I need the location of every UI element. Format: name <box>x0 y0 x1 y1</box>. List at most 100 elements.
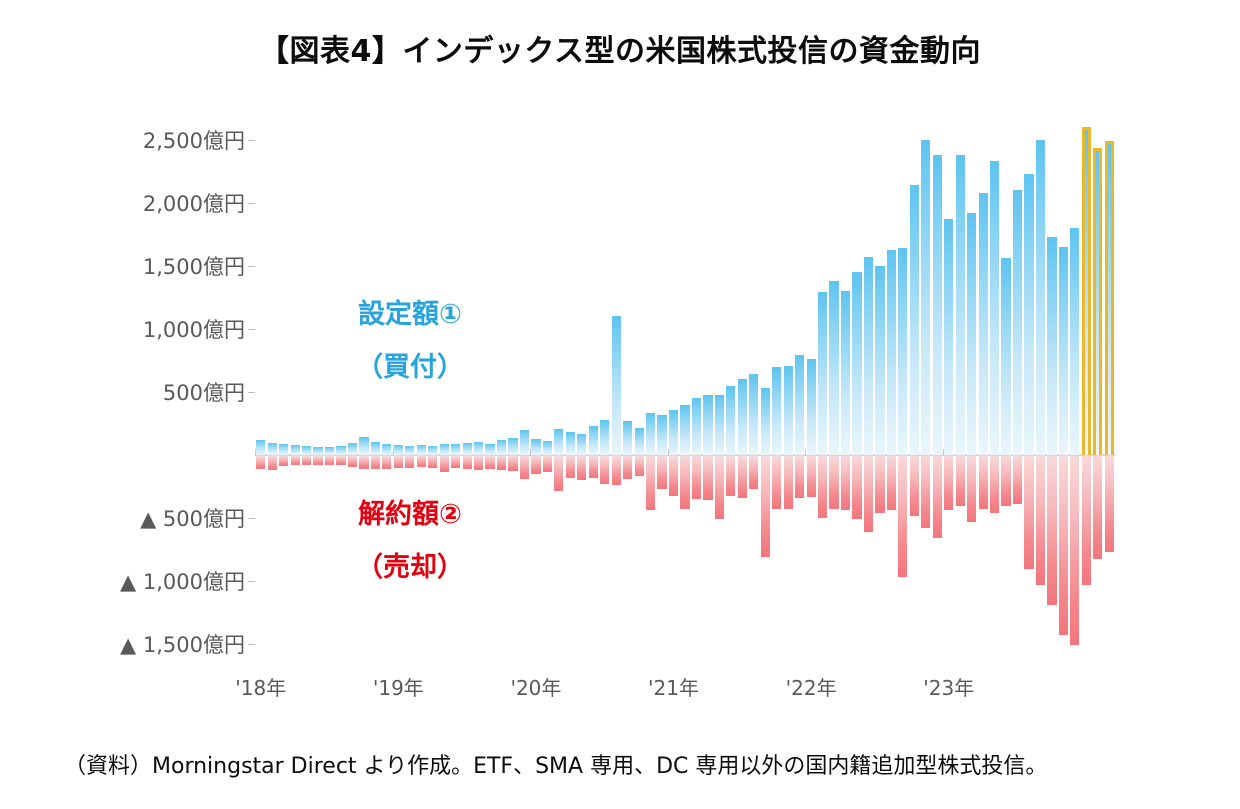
bar-positive <box>508 437 518 455</box>
bar-negative <box>439 456 449 472</box>
bar-negative <box>611 456 621 485</box>
bar-negative <box>886 456 896 510</box>
bar-positive-highlighted <box>1081 127 1091 455</box>
y-axis-tick-label: ▲ 500億円 <box>140 507 245 531</box>
bar-negative <box>382 456 392 469</box>
bar-negative <box>898 456 908 577</box>
y-axis-tick-mark <box>248 203 255 204</box>
bar-positive <box>760 388 770 455</box>
bar-positive <box>909 185 919 455</box>
bar-positive <box>267 443 277 455</box>
bar-negative <box>623 456 633 479</box>
zero-baseline <box>255 454 1115 456</box>
bar-negative <box>600 456 610 484</box>
x-axis-tick-label: '19年 <box>372 676 424 700</box>
bar-negative <box>726 456 736 497</box>
x-axis-tick-label: '23年 <box>923 676 975 700</box>
bar-negative <box>1081 456 1091 585</box>
bar-negative <box>1058 456 1068 635</box>
bar-positive <box>439 443 449 455</box>
bar-positive <box>886 249 896 455</box>
bar-positive <box>818 292 828 455</box>
bar-negative <box>944 456 954 511</box>
bar-positive <box>932 155 942 455</box>
bar-negative <box>783 456 793 509</box>
bar-negative <box>1093 456 1103 560</box>
series-label-negative-line1: 解約額② <box>358 499 462 530</box>
bar-positive <box>967 213 977 455</box>
bar-negative <box>737 456 747 498</box>
bar-negative <box>703 456 713 501</box>
bar-negative <box>806 456 816 497</box>
bar-negative <box>290 456 300 466</box>
series-label-positive: 設定額① （買付） <box>300 292 520 384</box>
bar-positive <box>577 434 587 455</box>
bar-positive <box>955 155 965 455</box>
bar-negative <box>405 456 415 468</box>
bar-negative <box>955 456 965 507</box>
bar-positive <box>680 404 690 455</box>
bar-negative <box>496 456 507 470</box>
bar-positive <box>611 316 621 455</box>
y-axis-tick-label: 1,000億円 <box>142 318 245 342</box>
y-axis-tick-mark <box>248 644 255 645</box>
bar-positive <box>336 445 346 455</box>
bar-positive <box>565 432 575 455</box>
bar-positive <box>462 443 472 455</box>
y-axis-tick-mark <box>248 392 255 393</box>
x-axis-tick-mark <box>530 449 532 456</box>
bar-negative <box>336 456 346 466</box>
bar-negative <box>302 456 312 465</box>
bar-positive <box>279 443 289 455</box>
bar-positive <box>737 379 747 455</box>
bar-negative <box>1047 456 1057 605</box>
bar-negative <box>451 456 461 468</box>
bar-negative <box>279 456 289 467</box>
bar-positive <box>726 385 736 455</box>
series-label-negative-line2: （売却） <box>356 552 464 583</box>
bar-negative <box>714 456 724 519</box>
page-title: 【図表4】インデックス型の米国株式投信の資金動向 <box>259 34 981 69</box>
y-axis-tick-label: 500億円 <box>162 381 245 405</box>
x-axis-tick-label: '22年 <box>785 676 837 700</box>
bar-negative <box>462 456 472 469</box>
x-axis-tick-mark <box>392 449 394 456</box>
bar-positive <box>978 192 988 455</box>
bar-negative <box>909 456 919 517</box>
y-axis-tick-mark <box>248 329 255 330</box>
y-axis-tick-mark <box>248 581 255 582</box>
series-label-negative: 解約額② （売却） <box>300 492 520 584</box>
bar-positive <box>921 140 931 455</box>
bar-negative <box>324 456 335 465</box>
bar-positive <box>990 161 1000 455</box>
bar-negative <box>749 456 759 489</box>
bar-positive <box>428 445 438 455</box>
bar-negative <box>818 456 828 518</box>
bar-negative <box>1070 456 1080 645</box>
bar-positive <box>451 444 461 455</box>
bar-negative <box>1001 456 1011 507</box>
bar-positive <box>840 291 851 455</box>
bar-positive <box>370 441 380 455</box>
x-axis-tick-label: '21年 <box>648 676 700 700</box>
bar-negative <box>795 456 805 498</box>
bar-positive <box>588 426 598 455</box>
bar-positive <box>302 446 312 455</box>
bar-negative <box>840 456 851 511</box>
bar-positive <box>531 438 541 455</box>
bar-negative <box>313 456 323 465</box>
bar-negative <box>875 456 885 513</box>
bar-positive-highlighted <box>1093 147 1103 455</box>
x-axis-tick-mark <box>943 449 944 456</box>
bar-positive <box>256 439 266 455</box>
bar-negative <box>359 456 369 469</box>
bar-negative <box>990 456 1000 513</box>
bar-positive <box>554 428 564 455</box>
chart-canvas <box>255 120 1115 660</box>
bar-negative <box>646 456 656 511</box>
y-axis-tick-label: 1,500億円 <box>142 255 245 279</box>
bar-positive <box>829 281 839 455</box>
bar-positive <box>806 359 816 455</box>
bar-positive <box>863 257 874 455</box>
y-axis-tick-label: ▲ 1,500億円 <box>120 633 245 657</box>
